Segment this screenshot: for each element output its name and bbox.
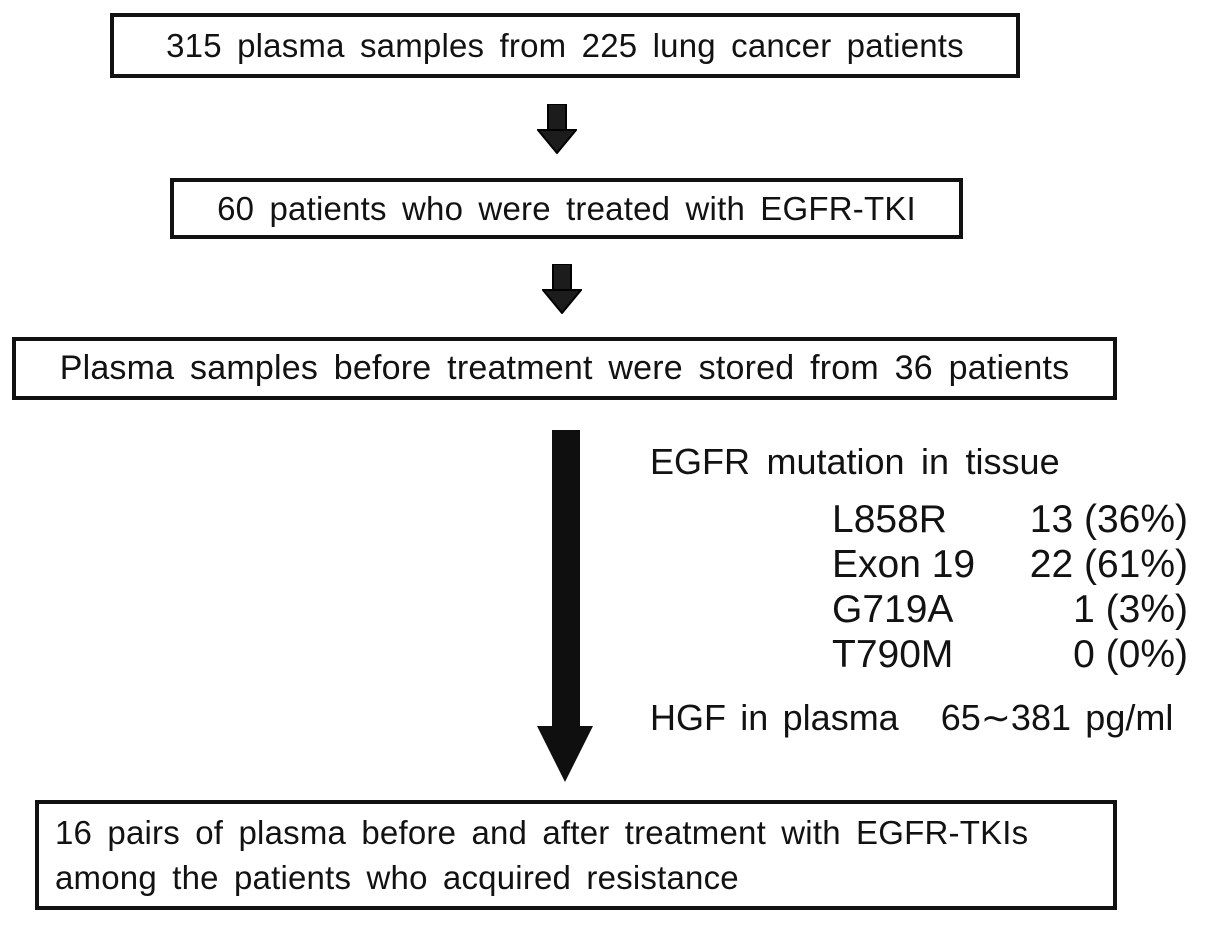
flow-box-paired-plasma-line2: among the patients who acquired resistan… <box>55 859 739 896</box>
flow-box-plasma-samples-text: 315 plasma samples from 225 lung cancer … <box>166 26 964 64</box>
mutation-row-g719a: G719A 1 (3%) <box>832 587 1188 632</box>
flow-box-stored-samples-text: Plasma samples before treatment were sto… <box>59 349 1070 387</box>
down-arrow-icon <box>542 264 582 314</box>
mutation-label: L858R <box>832 498 947 541</box>
long-down-arrow-icon <box>537 430 593 782</box>
mutation-label: G719A <box>832 588 954 631</box>
mutation-row-l858r: L858R 13 (36%) <box>832 497 1188 542</box>
flow-box-plasma-samples: 315 plasma samples from 225 lung cancer … <box>110 13 1020 78</box>
egfr-mutation-table: L858R 13 (36%) Exon 19 22 (61%) G719A 1 … <box>832 497 1188 677</box>
mutation-row-t790m: T790M 0 (0%) <box>832 632 1188 677</box>
hgf-value: 65∼381 pg/ml <box>940 697 1174 738</box>
mutation-value: 13 (36%) <box>1029 498 1188 541</box>
mutation-value: 0 (0%) <box>1073 633 1188 676</box>
mutation-value: 1 (3%) <box>1073 588 1188 631</box>
mutation-value: 22 (61%) <box>1029 543 1188 586</box>
mutation-row-exon19: Exon 19 22 (61%) <box>832 542 1188 587</box>
flow-box-egfr-tki-patients: 60 patients who were treated with EGFR-T… <box>170 178 963 239</box>
flow-box-egfr-tki-patients-text: 60 patients who were treated with EGFR-T… <box>217 189 916 227</box>
egfr-mutation-heading: EGFR mutation in tissue <box>650 441 1060 482</box>
flow-box-paired-plasma-line1: 16 pairs of plasma before and after trea… <box>55 814 1029 851</box>
down-arrow-icon <box>537 104 577 154</box>
mutation-label: T790M <box>832 633 954 676</box>
flow-box-stored-samples: Plasma samples before treatment were sto… <box>12 337 1117 400</box>
flow-box-paired-plasma: 16 pairs of plasma before and after trea… <box>35 800 1117 910</box>
mutation-label: Exon 19 <box>832 543 976 586</box>
hgf-label: HGF in plasma <box>650 697 899 738</box>
hgf-plasma-line: HGF in plasma 65∼381 pg/ml <box>650 697 1173 739</box>
